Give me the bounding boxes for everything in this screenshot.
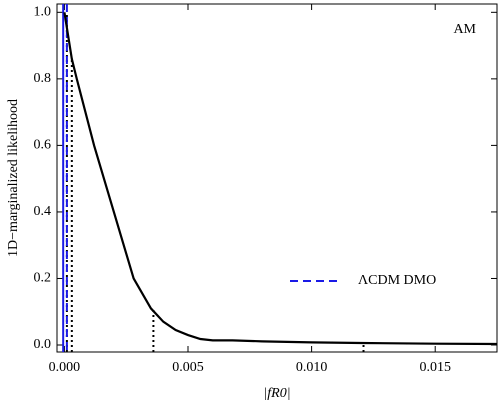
y-tick-label: 0.0 <box>34 337 52 352</box>
y-tick-label: 0.8 <box>34 71 52 86</box>
legend-label: ΛCDM DMO <box>358 273 436 288</box>
y-tick-label: 1.0 <box>34 5 52 20</box>
annotation: AM <box>453 22 476 37</box>
y-tick-label: 0.6 <box>34 138 52 153</box>
x-tick-label: 0.000 <box>49 360 81 375</box>
y-axis-label: 1D−marginalized likelihood <box>6 99 21 257</box>
y-tick-label: 0.4 <box>34 204 52 219</box>
x-tick-label: 0.015 <box>419 360 451 375</box>
y-tick-label: 0.2 <box>34 271 52 286</box>
likelihood-curve <box>63 12 498 346</box>
plot-frame <box>56 3 498 353</box>
x-tick-label: 0.010 <box>296 360 328 375</box>
x-tick-label: 0.005 <box>172 360 204 375</box>
x-axis-label: |fR0| <box>263 386 290 401</box>
